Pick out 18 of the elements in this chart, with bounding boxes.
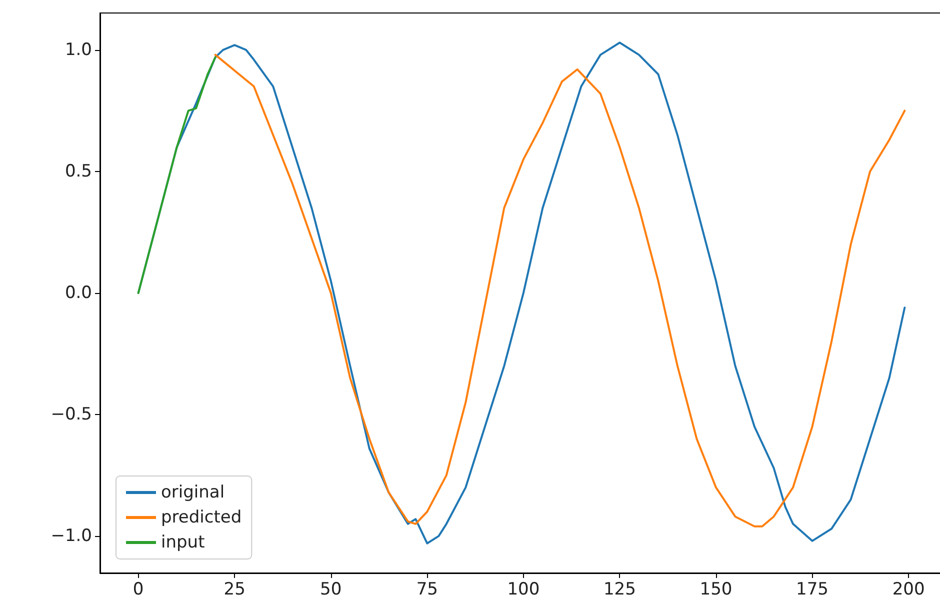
x-tick-label: 25 — [224, 580, 246, 600]
legend-label: original — [161, 482, 225, 502]
x-tick-label: 200 — [892, 580, 925, 600]
x-tick-label: 75 — [416, 580, 438, 600]
x-tick-label: 125 — [603, 580, 636, 600]
line-series — [137, 56, 216, 294]
y-tick-label: 0.5 — [64, 161, 92, 182]
y-tick-label: −1.0 — [50, 526, 92, 546]
legend-label: input — [161, 532, 206, 552]
y-tick-label: 1.0 — [64, 40, 92, 60]
y-tick-label: −0.5 — [50, 404, 92, 425]
x-tick-label: 100 — [507, 580, 540, 600]
x-tick-label: 150 — [700, 580, 732, 600]
x-tick-label: 50 — [320, 580, 342, 600]
y-tick-label: 0.0 — [64, 283, 92, 303]
legend-label: predicted — [161, 508, 242, 528]
x-tick-label: 175 — [796, 580, 828, 600]
x-tick-label: 0 — [132, 580, 144, 600]
